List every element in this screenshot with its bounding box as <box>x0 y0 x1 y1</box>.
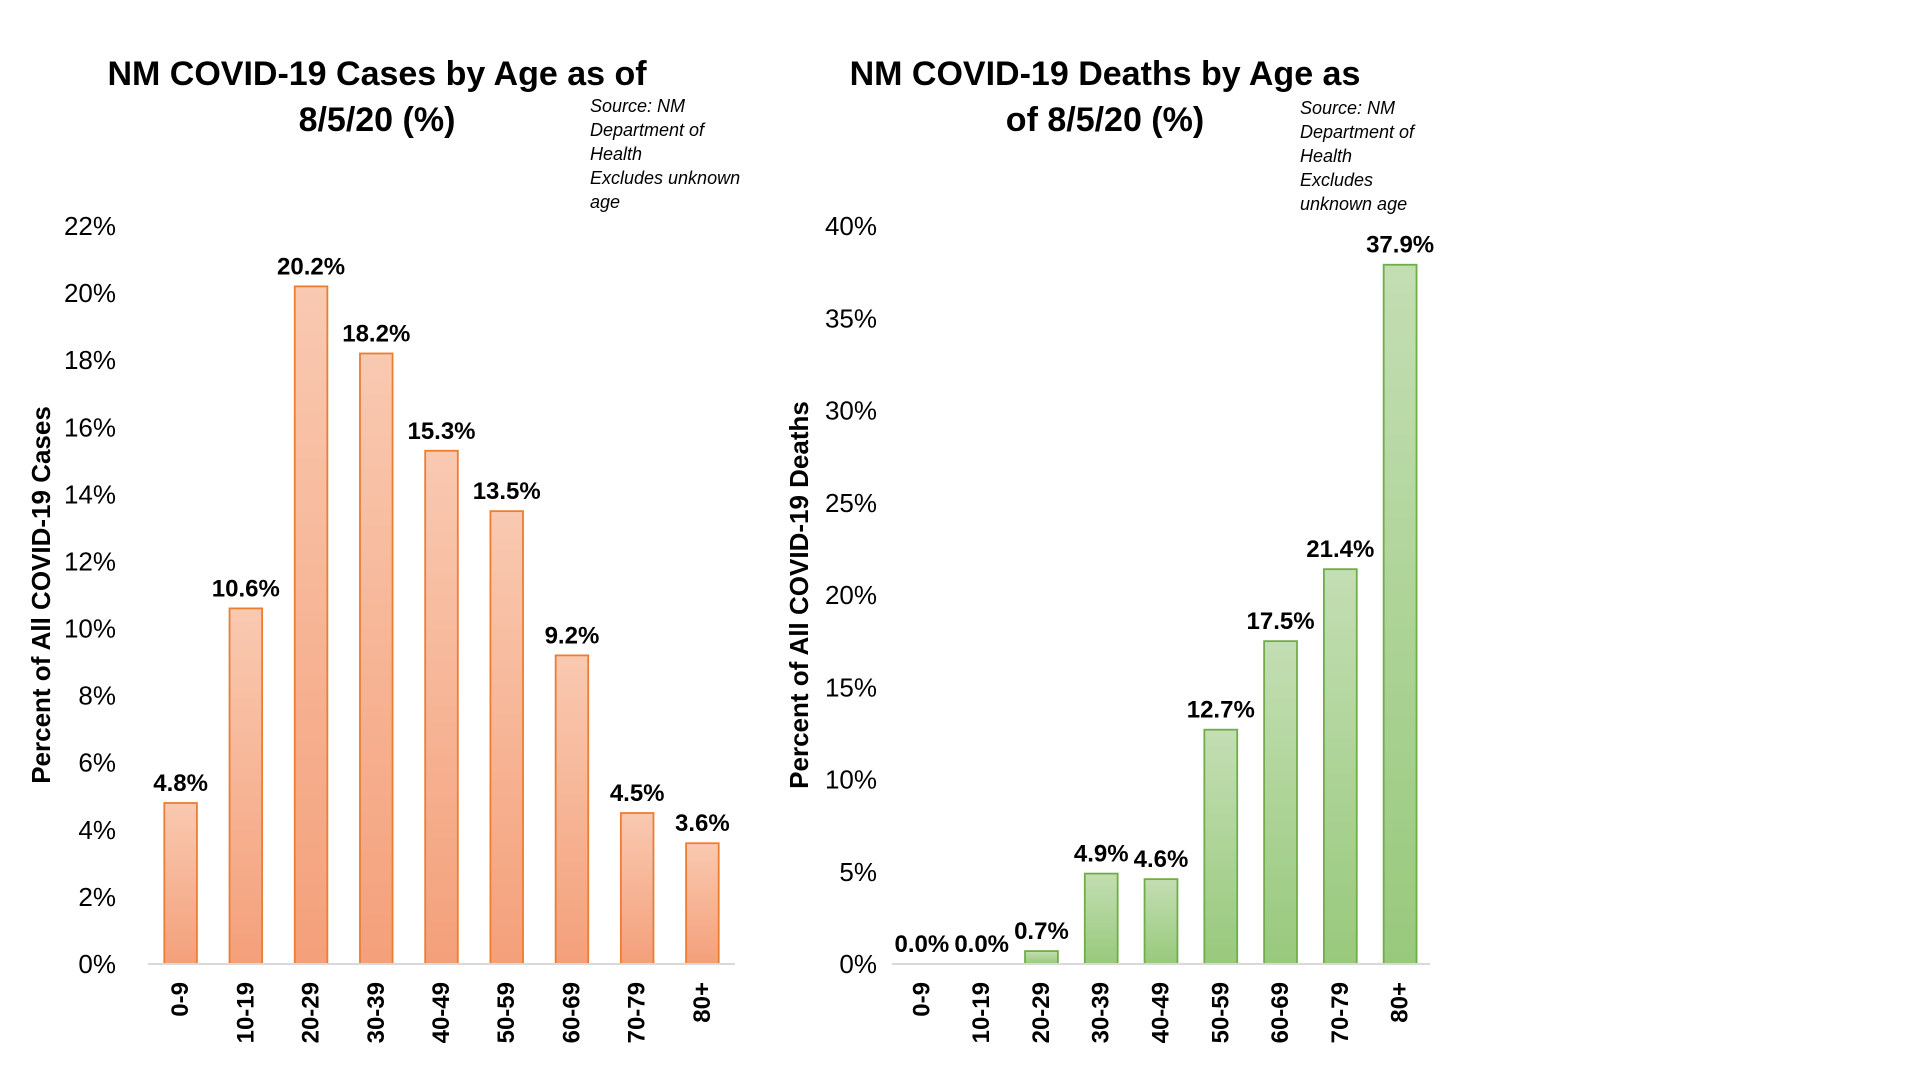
cases-y-tick-label: 8% <box>78 681 116 711</box>
deaths-bar <box>1322 568 1358 965</box>
cases-y-tick-label: 4% <box>78 815 116 845</box>
cases-category-label: 50-59 <box>493 982 520 1043</box>
deaths-bar <box>1024 950 1059 965</box>
deaths-y-tick-label: 0% <box>839 949 877 979</box>
cases-y-tick-label: 16% <box>64 412 116 442</box>
deaths-category-label: 40-49 <box>1148 982 1175 1043</box>
deaths-y-axis-label: Percent of All COVID-19 Deaths <box>784 401 814 789</box>
cases-source-note-line-1: Source: NM <box>590 96 685 116</box>
cases-bar <box>685 842 720 965</box>
deaths-data-label: 0.0% <box>895 931 950 958</box>
deaths-chart-title-line-2: of 8/5/20 (%) <box>1006 101 1204 139</box>
cases-bar <box>163 802 198 965</box>
cases-data-label: 4.5% <box>610 780 665 807</box>
deaths-y-tick-label: 30% <box>825 396 877 426</box>
deaths-bar <box>1143 878 1179 965</box>
cases-y-tick-label: 6% <box>78 748 116 778</box>
deaths-source-note-line-4: Excludes <box>1300 170 1373 190</box>
cases-data-label: 20.2% <box>277 253 345 280</box>
deaths-chart-svg: NM COVID-19 Deaths by Age as of 8/5/20 (%… <box>784 55 1434 1043</box>
deaths-y-tick-label: 35% <box>825 303 877 333</box>
cases-y-tick-label: 10% <box>64 614 116 644</box>
deaths-source-note-line-2: Department of <box>1300 122 1416 142</box>
deaths-by-age-chart: NM COVID-19 Deaths by Age as of 8/5/20 (%… <box>760 0 1520 1085</box>
deaths-source-note-line-3: Health <box>1300 146 1352 166</box>
cases-category-label: 60-69 <box>558 982 585 1043</box>
cases-y-tick-label: 14% <box>64 479 116 509</box>
cases-bar <box>619 812 655 965</box>
cases-category-label: 20-29 <box>298 982 325 1043</box>
deaths-category-label: 80+ <box>1387 982 1414 1023</box>
deaths-data-label: 0.7% <box>1014 918 1069 945</box>
cases-source-note-line-4: Excludes unknown <box>590 168 740 188</box>
deaths-data-label: 4.9% <box>1074 841 1129 868</box>
cases-bar <box>228 607 264 965</box>
deaths-source-note-line-5: unknown age <box>1300 194 1407 214</box>
deaths-y-tick-label: 25% <box>825 488 877 518</box>
deaths-source-note-line-1: Source: NM <box>1300 98 1395 118</box>
deaths-chart-title-line-1: NM COVID-19 Deaths by Age as <box>850 55 1361 93</box>
cases-category-label: 30-39 <box>363 982 390 1043</box>
cases-source-note-line-3: Health <box>590 144 642 164</box>
deaths-bar <box>1083 872 1119 965</box>
deaths-category-label: 60-69 <box>1267 982 1294 1043</box>
cases-y-axis-label: Percent of All COVID-19 Cases <box>26 406 56 784</box>
cases-data-label: 10.6% <box>212 575 280 602</box>
deaths-data-label: 12.7% <box>1187 697 1255 724</box>
cases-bar <box>489 510 524 965</box>
cases-y-tick-label: 22% <box>64 211 116 241</box>
deaths-category-label: 0-9 <box>908 982 935 1017</box>
deaths-y-tick-label: 20% <box>825 580 877 610</box>
cases-category-label: 0-9 <box>167 982 194 1017</box>
deaths-y-tick-label: 40% <box>825 211 877 241</box>
cases-category-label: 80+ <box>689 982 716 1023</box>
deaths-data-label: 4.6% <box>1134 846 1189 873</box>
cases-data-label: 3.6% <box>675 810 730 837</box>
cases-y-tick-label: 2% <box>78 882 116 912</box>
cases-chart-title-line-1: NM COVID-19 Cases by Age as of <box>107 55 647 93</box>
deaths-data-label: 17.5% <box>1247 608 1315 635</box>
cases-category-label: 70-79 <box>624 982 651 1043</box>
deaths-data-label: 21.4% <box>1306 536 1374 563</box>
cases-by-age-chart: NM COVID-19 Cases by Age as of 8/5/20 (%)… <box>0 0 760 1085</box>
deaths-category-label: 20-29 <box>1028 982 1055 1043</box>
deaths-data-label: 0.0% <box>954 931 1009 958</box>
cases-bar <box>424 449 459 965</box>
deaths-bar <box>1382 263 1418 965</box>
deaths-y-tick-label: 10% <box>825 765 877 795</box>
deaths-category-label: 70-79 <box>1327 982 1354 1043</box>
cases-source-note-line-2: Department of <box>590 120 706 140</box>
cases-bar <box>293 285 329 965</box>
deaths-category-label: 30-39 <box>1088 982 1115 1043</box>
deaths-y-tick-label: 5% <box>839 857 877 887</box>
cases-chart-svg: NM COVID-19 Cases by Age as of 8/5/20 (%)… <box>26 55 740 1043</box>
deaths-bar <box>1203 728 1239 965</box>
cases-data-label: 4.8% <box>153 770 208 797</box>
deaths-bar <box>1263 640 1298 965</box>
cases-data-label: 13.5% <box>473 478 541 505</box>
cases-bar <box>554 654 590 965</box>
cases-data-label: 15.3% <box>407 418 475 445</box>
cases-y-tick-label: 20% <box>64 278 116 308</box>
deaths-category-label: 10-19 <box>968 982 995 1043</box>
cases-chart-title-line-2: 8/5/20 (%) <box>299 101 456 139</box>
deaths-y-tick-label: 15% <box>825 672 877 702</box>
cases-data-label: 9.2% <box>545 622 600 649</box>
deaths-category-label: 50-59 <box>1207 982 1234 1043</box>
cases-data-label: 18.2% <box>342 320 410 347</box>
cases-y-tick-label: 12% <box>64 546 116 576</box>
cases-y-tick-label: 18% <box>64 345 116 375</box>
cases-category-label: 10-19 <box>232 982 259 1043</box>
deaths-data-label: 37.9% <box>1366 232 1434 259</box>
cases-bar <box>359 352 394 965</box>
cases-category-label: 40-49 <box>428 982 455 1043</box>
cases-y-tick-label: 0% <box>78 949 116 979</box>
cases-source-note-line-5: age <box>590 192 620 212</box>
